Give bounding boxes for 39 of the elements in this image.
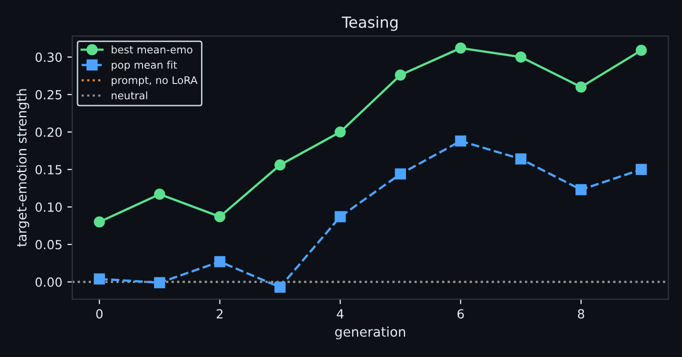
point [94, 216, 105, 228]
legend-label: neutral [112, 91, 148, 100]
point [515, 51, 526, 63]
legend-label: prompt, no LoRA [112, 76, 198, 86]
point [214, 211, 226, 222]
legend-label: best mean-emo [112, 45, 192, 54]
x-tick-label: 6 [458, 309, 464, 319]
point [515, 153, 526, 165]
y-tick-label: 0.00 [36, 277, 62, 287]
point [576, 81, 587, 93]
point [455, 135, 466, 147]
point [394, 69, 406, 81]
x-tick-label: 0 [96, 309, 103, 319]
point [154, 277, 166, 288]
point [94, 273, 105, 284]
y-tick-label: 0.05 [36, 240, 62, 250]
point [636, 44, 647, 56]
point [274, 282, 286, 293]
point [214, 256, 226, 268]
x-tick-label: 4 [336, 309, 344, 318]
y-tick-label: 0.30 [36, 52, 62, 62]
x-axis-title: generation [335, 326, 406, 340]
point [334, 126, 346, 138]
y-tick-label: 0.15 [36, 164, 62, 174]
y-tick-label: 0.10 [36, 202, 62, 212]
point [334, 211, 346, 222]
point [274, 159, 286, 171]
point [154, 188, 166, 200]
y-tick-label: 0.20 [36, 127, 62, 137]
point [636, 164, 647, 176]
y-axis-title: target-emotion strength [16, 89, 30, 247]
legend-label: pop mean fit [112, 60, 177, 71]
chart-title: Teasing [342, 16, 398, 31]
point [394, 168, 406, 180]
x-tick-label: 8 [578, 309, 584, 319]
x-tick-label: 2 [216, 309, 223, 318]
point [455, 42, 466, 54]
point [576, 184, 587, 196]
y-tick-label: 0.25 [36, 90, 62, 100]
